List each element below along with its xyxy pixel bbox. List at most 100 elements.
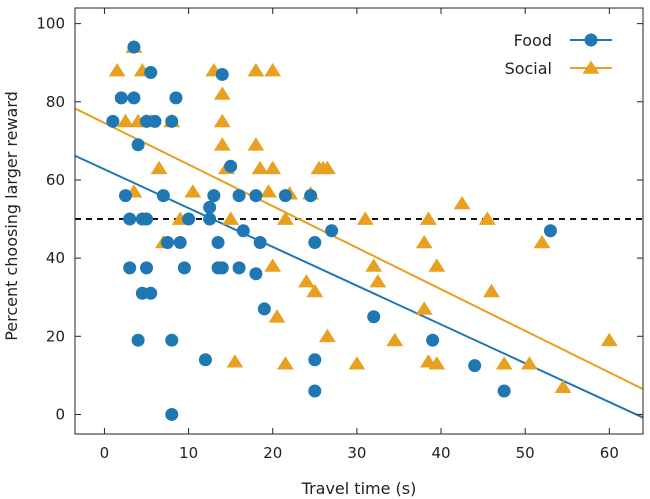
x-tick-label: 50 — [516, 444, 535, 462]
food-fit-line — [74, 154, 644, 419]
social-point — [268, 309, 286, 323]
food-point — [131, 333, 145, 347]
food-point — [144, 286, 158, 300]
x-tick-label: 0 — [100, 444, 110, 462]
food-point — [161, 235, 175, 249]
social-point — [428, 258, 446, 272]
social-point — [264, 160, 282, 175]
food-point — [249, 189, 263, 203]
social-point — [184, 184, 202, 198]
social-point — [264, 258, 282, 272]
food-point — [207, 189, 221, 203]
legend-label-food: Food — [514, 31, 552, 50]
food-point — [203, 212, 217, 226]
y-tick-label: 80 — [46, 93, 65, 111]
social-point — [277, 356, 294, 370]
social-point — [213, 113, 231, 128]
plot-frame — [74, 7, 644, 435]
social-point — [533, 235, 551, 249]
social-point — [415, 235, 433, 249]
social-point — [226, 354, 244, 368]
food-point — [127, 40, 141, 54]
social-point — [365, 258, 383, 272]
food-point — [468, 359, 482, 373]
social-point — [247, 63, 265, 77]
social-point — [213, 86, 231, 100]
food-point — [131, 138, 145, 152]
x-tick-label: 40 — [431, 444, 450, 462]
legend-marker-social — [582, 60, 600, 74]
social-point — [521, 356, 538, 370]
food-point — [203, 200, 217, 214]
food-point — [497, 384, 511, 398]
social-point — [108, 63, 126, 77]
y-tick-label: 20 — [46, 327, 65, 345]
food-point — [198, 353, 212, 367]
food-point — [257, 302, 271, 316]
food-point — [308, 353, 322, 367]
social-point — [247, 137, 265, 151]
food-point — [253, 235, 267, 249]
social-point — [213, 137, 231, 151]
legend: Food Social — [505, 31, 612, 78]
social-point — [478, 211, 496, 225]
social-point — [319, 160, 336, 175]
food-point — [173, 235, 187, 249]
social-point — [298, 274, 315, 288]
social-point — [117, 113, 134, 128]
data-points — [106, 39, 618, 421]
social-point — [222, 211, 240, 225]
social-point — [277, 211, 294, 225]
social-point — [420, 211, 437, 225]
social-point — [428, 356, 446, 370]
y-tick-label: 60 — [46, 171, 65, 189]
food-point — [123, 212, 137, 226]
x-tick-label: 30 — [347, 444, 366, 462]
food-point — [148, 114, 162, 128]
food-point — [211, 235, 225, 249]
food-point — [543, 224, 557, 238]
y-tick-label: 0 — [55, 405, 65, 423]
food-point — [123, 261, 137, 275]
social-point — [600, 332, 618, 347]
food-point — [367, 310, 381, 324]
y-tick-label: 100 — [36, 15, 65, 33]
social-point — [554, 379, 572, 393]
food-point — [144, 65, 158, 79]
food-point — [169, 91, 183, 105]
social-point — [369, 274, 387, 288]
food-point — [308, 235, 322, 249]
social-point — [483, 283, 500, 298]
social-point — [495, 356, 513, 370]
social-fit-line — [74, 107, 644, 390]
x-tick-label: 60 — [600, 444, 619, 462]
food-point — [232, 189, 246, 203]
social-point — [415, 301, 433, 315]
food-point — [249, 267, 263, 281]
social-point — [306, 283, 324, 298]
social-point — [356, 211, 374, 225]
food-point — [304, 189, 318, 203]
food-point — [118, 189, 132, 203]
social-point — [453, 195, 471, 210]
food-point — [140, 261, 154, 275]
legend-label-social: Social — [505, 59, 552, 78]
food-point — [165, 114, 179, 128]
food-point — [156, 189, 170, 203]
food-point — [215, 67, 229, 81]
food-point — [165, 333, 179, 347]
legend-marker-food — [584, 33, 598, 47]
x-axis-label: Travel time (s) — [301, 479, 417, 498]
food-point — [426, 333, 440, 347]
food-point — [165, 407, 179, 421]
food-point — [177, 261, 191, 275]
food-point — [224, 159, 238, 173]
food-point — [215, 261, 229, 275]
social-point — [386, 332, 404, 347]
social-point — [264, 63, 282, 77]
axis-ticks: 0 10 20 30 40 50 60 0 20 40 60 80 100 — [36, 8, 643, 462]
food-point — [232, 261, 246, 275]
y-axis-label: Percent choosing larger reward — [2, 91, 21, 341]
y-tick-label: 40 — [46, 249, 65, 267]
